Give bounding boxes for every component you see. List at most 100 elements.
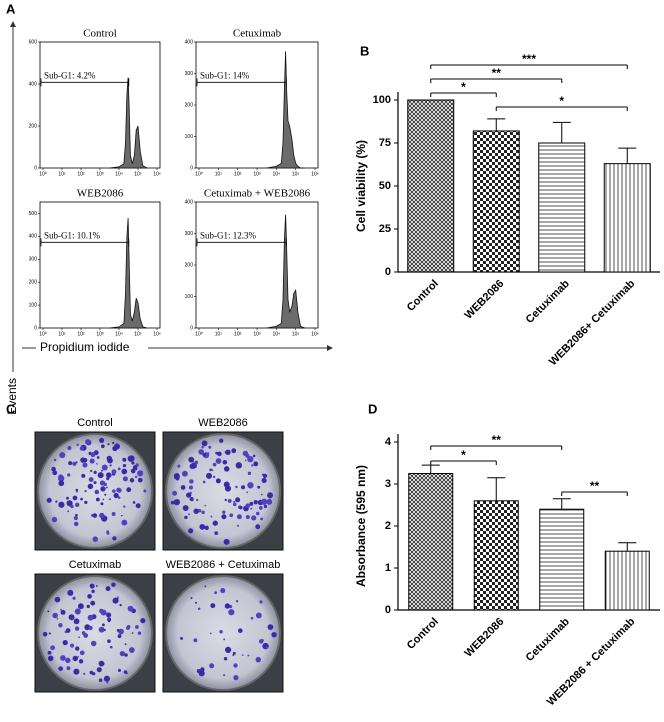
- colony: [116, 487, 121, 493]
- colony: [195, 601, 198, 604]
- colony: [105, 472, 112, 478]
- colony: [62, 639, 68, 646]
- colony: [112, 536, 117, 541]
- colony: [84, 490, 87, 493]
- colony: [255, 656, 262, 663]
- colony: [130, 468, 136, 474]
- y-tick-label: 0: [34, 325, 37, 331]
- colony: [127, 605, 134, 612]
- colony: [47, 655, 54, 662]
- bar: [603, 163, 651, 273]
- colony: [191, 460, 194, 463]
- x-tick-label: 10⁴: [115, 171, 123, 177]
- colony: [91, 589, 95, 594]
- colony: [112, 445, 118, 452]
- colony: [215, 458, 222, 464]
- x-tick-label: 10⁴: [272, 171, 280, 177]
- colony: [89, 670, 94, 675]
- sig-label: *: [559, 94, 564, 108]
- colony: [47, 650, 52, 655]
- colony: [200, 667, 205, 672]
- sig-label: *: [461, 80, 466, 94]
- colony: [103, 675, 111, 682]
- image-label: Cetuximab: [69, 559, 122, 571]
- colony: [227, 498, 232, 503]
- y-tick-label: 1: [385, 562, 391, 574]
- colony: [100, 609, 107, 616]
- colony: [74, 502, 80, 508]
- sig-label: *: [461, 448, 466, 462]
- colony: [90, 452, 96, 458]
- colony: [73, 618, 80, 625]
- colony: [60, 655, 66, 661]
- colony: [76, 443, 79, 447]
- x-tick-label: 10²: [234, 171, 242, 177]
- panel-letter: B: [360, 43, 369, 58]
- colony: [220, 588, 226, 594]
- colony: [73, 668, 80, 675]
- colony: [77, 603, 84, 610]
- y-tick-label: 100: [29, 302, 38, 308]
- y-tick-label: 75: [379, 137, 391, 149]
- gate-label: Sub-G1: 12.3%: [200, 230, 257, 240]
- colony: [48, 632, 51, 635]
- colony: [255, 511, 260, 516]
- colony: [82, 457, 88, 463]
- colony: [56, 617, 59, 620]
- y-tick-label: 0: [190, 325, 193, 331]
- colony: [101, 623, 105, 627]
- bar: [539, 508, 585, 611]
- colony: [100, 486, 106, 492]
- colony: [236, 514, 242, 520]
- y-tick-label: 400: [29, 234, 38, 240]
- colony: [51, 466, 56, 472]
- x-tick-label: 10¹: [58, 171, 66, 177]
- colony: [238, 628, 243, 633]
- colony: [58, 623, 63, 628]
- colony: [101, 469, 103, 472]
- colony: [112, 441, 115, 445]
- colony: [58, 480, 65, 487]
- colony: [210, 515, 213, 518]
- colony: [236, 498, 239, 500]
- colony: [219, 630, 223, 634]
- colony: [233, 663, 238, 668]
- colony: [122, 476, 128, 482]
- colony: [188, 528, 194, 534]
- colony: [223, 466, 230, 472]
- colony: [204, 585, 207, 588]
- x-tick-label: Cetuximab: [524, 616, 572, 664]
- colony: [241, 654, 244, 656]
- colony: [129, 478, 135, 483]
- colony: [106, 530, 110, 534]
- x-tick-label: Cetuximab: [524, 278, 572, 326]
- colony: [143, 489, 147, 493]
- colony: [193, 638, 198, 643]
- colony: [209, 632, 212, 635]
- colony: [98, 660, 105, 667]
- colony: [252, 454, 256, 458]
- y-tick-label: 400: [185, 199, 194, 205]
- colony: [209, 663, 215, 669]
- colony: [198, 670, 205, 677]
- gate-label: Sub-G1: 14%: [200, 70, 250, 80]
- colony: [81, 473, 86, 478]
- colony: [117, 668, 122, 672]
- colony: [126, 625, 131, 629]
- colony: [95, 497, 100, 502]
- colony: [53, 458, 57, 462]
- colony: [189, 496, 194, 502]
- colony: [235, 485, 238, 489]
- image-label: WEB2086 + Cetuximab: [166, 559, 281, 571]
- colony: [93, 481, 97, 485]
- y-tick-label: 0: [190, 165, 193, 171]
- colony: [96, 456, 100, 459]
- plot-frame: [39, 201, 161, 329]
- colony: [193, 508, 199, 514]
- colony: [173, 473, 180, 480]
- colony: [170, 500, 175, 505]
- y-tick-label: 400: [185, 39, 194, 45]
- colony: [67, 446, 72, 451]
- plot-frame: [195, 41, 319, 169]
